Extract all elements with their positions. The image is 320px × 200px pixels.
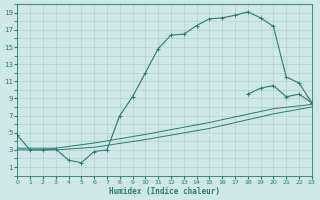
X-axis label: Humidex (Indice chaleur): Humidex (Indice chaleur) [109, 187, 220, 196]
